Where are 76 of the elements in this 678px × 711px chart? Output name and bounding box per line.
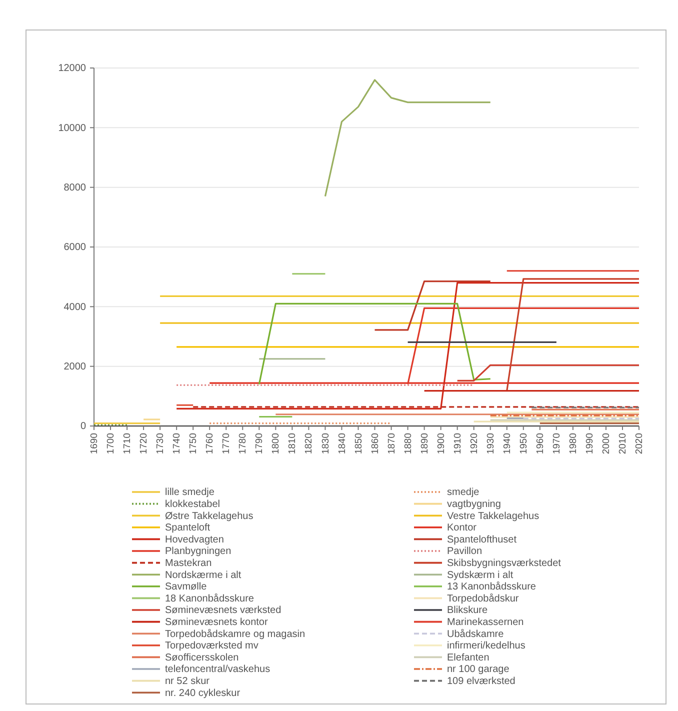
x-tick-label: 1980: [568, 433, 579, 454]
x-tick-label: 1750: [188, 433, 200, 454]
legend-label: Pavillon: [447, 546, 482, 558]
x-tick-label: 1860: [370, 433, 381, 454]
x-tick-label: 1770: [221, 433, 232, 454]
x-tick-label: 1690: [89, 433, 100, 454]
legend-label: Kontor: [447, 522, 478, 534]
x-tick-label: 1800: [270, 433, 282, 454]
x-tick-label: 1880: [402, 433, 414, 454]
legend-label: Søofficersskolen: [165, 652, 239, 664]
legend-label: Nordskærme i alt: [165, 570, 242, 581]
legend-label: Sydskærm i alt: [447, 570, 514, 581]
x-tick-label: 2000: [601, 433, 612, 454]
x-tick-label: 2020: [634, 433, 646, 454]
x-tick-label: 1930: [485, 433, 496, 454]
y-tick-label: 10000: [58, 122, 86, 134]
legend-label: Savmølle: [165, 582, 208, 593]
x-tick-label: 1950: [518, 433, 530, 454]
legend-label: Spanteloft: [165, 522, 210, 534]
y-tick-label: 0: [80, 421, 86, 432]
x-tick-label: 1830: [320, 433, 332, 454]
x-tick-label: 1730: [155, 433, 166, 454]
y-tick-label: 8000: [64, 182, 86, 194]
x-tick-label: 1870: [386, 433, 398, 454]
legend-label: infirmeri/kedelhus: [447, 640, 526, 652]
legend-label: Østre Takkelagehus: [165, 510, 254, 522]
x-tick-label: 1810: [287, 433, 298, 454]
x-tick-label: 1970: [551, 433, 562, 454]
legend-label: Marinekassernen: [447, 617, 524, 628]
legend-label: Torpedobådskur: [447, 592, 520, 604]
legend-label: nr 52 skur: [165, 676, 210, 687]
legend-label: telefoncentral/vaskehus: [165, 664, 270, 676]
legend-label: Skibsbygningsværkstedet: [447, 558, 562, 569]
x-tick-label: 1820: [304, 433, 315, 454]
x-tick-label: 2010: [618, 433, 629, 454]
legend-label: Søminevæsnets kontor: [165, 617, 268, 628]
y-tick-label: 6000: [64, 242, 86, 254]
legend-label: 109 elværksted: [447, 676, 516, 687]
legend-label: Blikskure: [447, 605, 488, 616]
legend-label: 18 Kanonbådsskure: [165, 592, 254, 604]
y-tick-label: 12000: [58, 63, 86, 74]
x-tick-label: 1700: [106, 433, 117, 454]
legend-label: Mastekran: [165, 558, 212, 569]
x-tick-label: 1790: [254, 433, 266, 454]
legend-label: Planbygningen: [165, 546, 232, 558]
legend-label: lille smedje: [165, 487, 215, 498]
x-tick-label: 1990: [584, 433, 596, 454]
x-tick-label: 1900: [436, 433, 447, 454]
legend-label: nr. 240 cykleskur: [165, 688, 241, 699]
x-tick-label: 1910: [452, 433, 464, 454]
legend-label: Torpedobådskamre og magasin: [165, 628, 306, 640]
x-tick-label: 1960: [534, 433, 546, 454]
legend-label: Hovedvagten: [165, 534, 224, 546]
legend-label: nr 100 garage: [447, 664, 510, 676]
x-tick-label: 1780: [238, 433, 249, 454]
legend-label: vagtbygning: [447, 499, 501, 510]
x-tick-label: 1740: [172, 433, 183, 454]
x-tick-label: 1920: [468, 433, 480, 454]
x-tick-label: 1760: [204, 433, 216, 454]
legend-label: Søminevæsnets værksted: [165, 605, 282, 616]
legend-label: Vestre Takkelagehus: [447, 510, 540, 522]
x-tick-label: 1850: [353, 433, 364, 454]
legend-label: Ubådskamre: [447, 628, 504, 640]
legend-label: Elefanten: [447, 652, 490, 664]
y-tick-label: 4000: [64, 302, 86, 313]
x-tick-label: 1720: [138, 433, 150, 454]
x-tick-label: 1890: [419, 433, 430, 454]
legend-label: Spantelofthuset: [447, 534, 517, 546]
legend-label: klokkestabel: [165, 499, 220, 510]
legend-label: smedje: [447, 487, 480, 498]
x-tick-label: 1840: [336, 433, 348, 454]
legend-label: Torpedoværksted mv: [165, 640, 258, 652]
legend-label: 13 Kanonbådsskure: [447, 580, 536, 593]
x-tick-label: 1940: [502, 433, 513, 454]
x-tick-label: 1710: [122, 433, 134, 454]
y-tick-label: 2000: [64, 362, 86, 373]
